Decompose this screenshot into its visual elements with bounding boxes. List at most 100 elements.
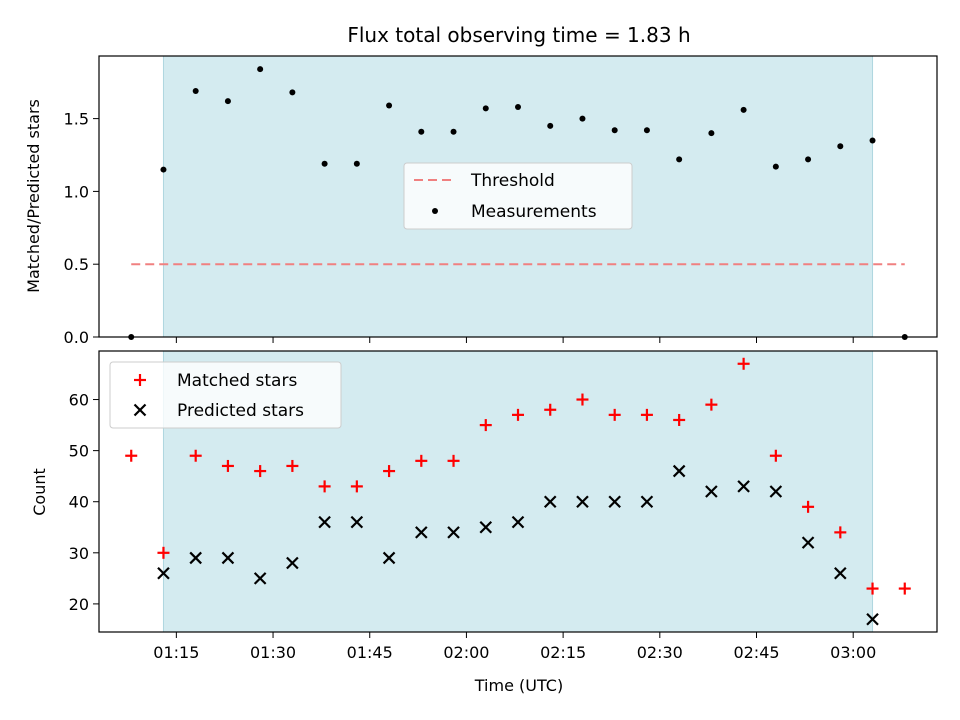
matched-star-point <box>576 393 589 406</box>
x-tick-label: 02:45 <box>733 643 779 662</box>
predicted-star-point <box>834 566 847 580</box>
predicted-star-point <box>447 526 460 539</box>
legend-measurements-swatch <box>432 208 438 214</box>
measurement-point <box>353 160 360 167</box>
matched-star-point <box>834 526 847 539</box>
matched-star-point <box>189 449 202 462</box>
predicted-star-point <box>286 556 299 570</box>
plot-frame <box>98 350 938 633</box>
predicted-star-point <box>479 520 493 534</box>
x-tick-label: 01:45 <box>347 643 393 662</box>
x-axis-label: Time (UTC) <box>474 676 563 695</box>
predicted-star-point <box>640 495 654 508</box>
legend-predicted-swatch <box>133 403 147 417</box>
x-tick-label: 02:30 <box>637 643 683 662</box>
measurement-point <box>386 102 393 109</box>
measurement-point <box>289 89 296 96</box>
measurement-point <box>160 166 167 173</box>
measurement-point <box>837 143 844 150</box>
measurement-point <box>515 103 521 110</box>
measurement-point <box>482 105 489 112</box>
matched-star-point <box>221 459 234 472</box>
measurement-point <box>418 128 425 135</box>
predicted-star-point <box>769 485 783 498</box>
predicted-star-point <box>543 495 557 508</box>
legend-box <box>109 361 342 429</box>
predicted-star-point <box>157 566 170 580</box>
legend-box <box>403 162 633 230</box>
top-panel: 0.0 0.5 1.0 1.5 Threshold Measurements <box>64 55 938 347</box>
matched-star-point <box>286 459 299 472</box>
y-tick-label: 60 <box>69 391 89 410</box>
measurement-point <box>772 163 779 170</box>
predicted-star-point <box>608 495 621 508</box>
matched-star-point <box>125 449 138 462</box>
matched-star-point <box>318 480 331 493</box>
plot-frame <box>98 55 938 338</box>
y-tick-label: 40 <box>69 493 89 512</box>
matched-star-point <box>705 398 718 411</box>
matched-star-point <box>608 408 621 421</box>
legend-threshold-label: Threshold <box>470 171 555 191</box>
x-tick-label: 03:00 <box>830 643 876 662</box>
matched-star-point <box>673 413 686 426</box>
x-tick-label: 01:15 <box>153 643 199 662</box>
bottom-legend: Matched stars Predicted stars <box>109 361 342 429</box>
matched-star-point <box>383 465 396 478</box>
y-tick-label: 1.0 <box>64 182 89 201</box>
matched-star-point <box>898 582 911 595</box>
matched-star-point <box>866 582 879 595</box>
measurement-point <box>869 137 876 144</box>
measurement-point <box>805 156 812 163</box>
chart-title: Flux total observing time = 1.83 h <box>347 23 690 47</box>
predicted-star-point <box>866 612 879 626</box>
matched-star-point <box>157 546 170 559</box>
x-tick-label: 02:00 <box>443 643 489 662</box>
measurement-point <box>740 106 747 113</box>
top-y-axis-label: Matched/Predicted stars <box>24 99 43 293</box>
predicted-star-point <box>415 526 428 539</box>
matched-star-point <box>737 357 750 370</box>
predicted-star-point <box>672 464 686 478</box>
predicted-star-point <box>576 495 589 508</box>
y-tick-label: 1.5 <box>64 110 89 129</box>
predicted-star-point <box>221 551 235 565</box>
matched-star-point <box>350 480 363 493</box>
x-tick-label: 02:15 <box>540 643 586 662</box>
predicted-star-point <box>318 515 331 529</box>
matched-star-point <box>802 500 815 513</box>
bottom-panel: 20 30 40 50 60 01:15 01:30 01:45 02:00 02:15 02:30… <box>69 350 938 662</box>
y-tick-label: 20 <box>69 595 89 614</box>
predicted-star-point <box>382 551 396 565</box>
measurement-point <box>547 122 554 129</box>
predicted-star-point <box>737 480 750 493</box>
measurement-point <box>192 87 199 94</box>
matched-star-point <box>415 454 428 467</box>
measurement-point <box>224 98 231 105</box>
legend-matched-label: Matched stars <box>177 371 297 391</box>
matched-star-point <box>640 408 653 421</box>
matched-star-point <box>769 449 782 462</box>
x-tick-label: 01:30 <box>250 643 296 662</box>
measurement-point <box>643 127 650 134</box>
measurement-point <box>611 127 618 134</box>
y-tick-label: 30 <box>69 544 89 563</box>
legend-measurements-label: Measurements <box>471 202 597 222</box>
predicted-star-point <box>801 536 815 549</box>
bottom-y-axis-label: Count <box>30 468 49 516</box>
matched-star-point <box>254 465 267 478</box>
measurement-point <box>708 130 715 137</box>
measurement-point <box>257 66 264 73</box>
matched-star-point <box>479 419 492 432</box>
predicted-star-point <box>253 572 267 585</box>
measurement-point <box>579 115 586 122</box>
predicted-star-point <box>350 515 364 529</box>
matched-star-point <box>544 403 557 416</box>
matched-star-point <box>512 408 524 421</box>
predicted-star-point <box>189 551 202 565</box>
legend-predicted-label: Predicted stars <box>177 401 304 421</box>
y-tick-label: 50 <box>69 442 89 461</box>
matched-star-point <box>447 454 460 467</box>
legend-matched-swatch <box>134 374 146 386</box>
